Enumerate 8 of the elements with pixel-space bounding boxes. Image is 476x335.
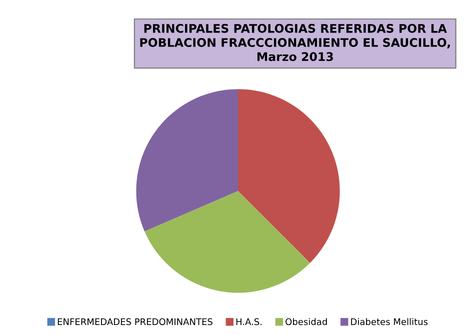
legend-label: Diabetes Mellitus [351,318,428,326]
pie-slice [144,190,310,293]
legend-label: ENFERMEDADES PREDOMINANTES [58,318,212,326]
pie-slice [238,89,340,263]
pie-slice [136,89,238,232]
legend-label: H.A.S. [236,318,262,326]
chart-title: PRINCIPALES PATOLOGIAS REFERIDAS POR LA POBLACION FRACCCIONAMIENTO EL SAUCILLO, Marzo 2013 [140,24,450,62]
legend-label: Obesidad [286,318,327,326]
